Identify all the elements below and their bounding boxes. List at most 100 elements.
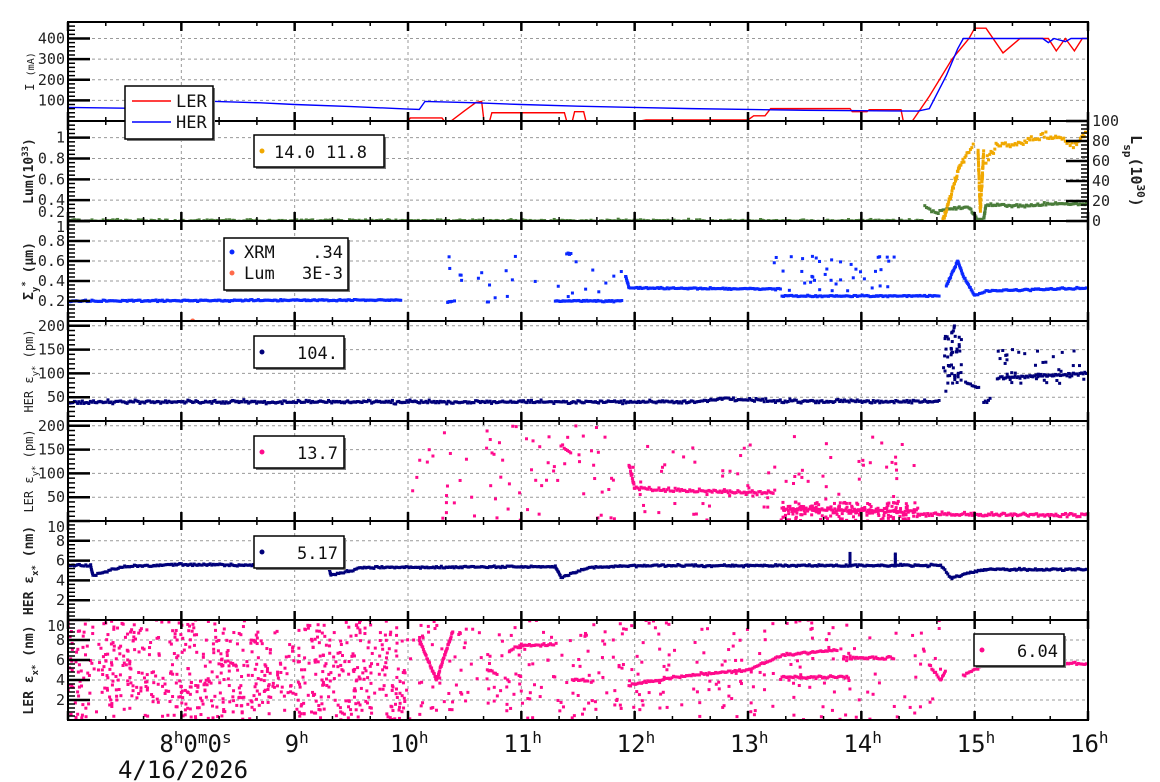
data-point xyxy=(198,679,202,683)
data-point xyxy=(863,564,867,568)
data-point xyxy=(883,400,887,404)
data-point xyxy=(1068,567,1072,571)
data-point xyxy=(893,563,897,567)
data-point xyxy=(488,438,492,442)
data-point xyxy=(817,563,821,567)
data-point xyxy=(245,218,249,221)
data-point xyxy=(1005,204,1009,208)
data-point xyxy=(389,401,393,405)
data-point xyxy=(854,518,858,521)
data-point xyxy=(877,513,881,517)
data-point xyxy=(528,400,532,404)
data-point xyxy=(398,705,402,709)
data-point xyxy=(599,565,603,569)
data-point xyxy=(314,672,318,676)
data-point xyxy=(265,667,269,671)
data-point xyxy=(850,504,854,508)
data-point xyxy=(709,397,713,401)
data-point xyxy=(468,565,472,569)
data-point xyxy=(885,502,889,506)
data-point xyxy=(376,400,380,404)
data-point xyxy=(1080,286,1084,290)
data-point xyxy=(561,443,565,447)
data-point xyxy=(1014,288,1018,292)
data-point xyxy=(903,563,907,567)
data-point xyxy=(1041,568,1045,572)
data-point xyxy=(113,567,117,571)
data-point xyxy=(485,399,489,403)
data-point xyxy=(123,635,127,639)
data-point xyxy=(1022,511,1026,515)
data-point xyxy=(646,444,650,448)
data-point xyxy=(796,507,800,511)
data-point xyxy=(601,400,605,404)
data-point xyxy=(100,571,104,575)
data-point xyxy=(806,564,810,568)
data-point xyxy=(135,298,139,302)
data-point xyxy=(336,651,340,655)
data-point xyxy=(144,684,148,688)
data-point xyxy=(586,566,590,570)
data-point xyxy=(825,649,829,653)
data-point xyxy=(986,398,990,402)
data-point xyxy=(764,661,768,665)
data-point xyxy=(770,491,774,495)
data-point xyxy=(673,675,677,679)
data-point xyxy=(214,628,218,632)
data-point xyxy=(179,685,183,689)
data-point xyxy=(1023,352,1027,356)
data-point xyxy=(976,154,980,158)
data-point xyxy=(391,298,395,302)
data-point xyxy=(833,648,837,652)
data-point xyxy=(637,564,641,568)
data-point xyxy=(148,646,152,650)
data-point xyxy=(852,293,856,297)
data-point xyxy=(246,702,250,706)
data-point xyxy=(280,218,284,221)
data-point xyxy=(662,400,666,404)
data-point xyxy=(475,565,479,569)
data-point xyxy=(798,400,802,404)
label-part: HER ε xyxy=(22,376,36,412)
data-point xyxy=(1054,567,1058,571)
data-point xyxy=(907,400,911,404)
data-point xyxy=(1052,514,1056,518)
data-point xyxy=(217,638,221,642)
data-point xyxy=(894,510,898,514)
data-point xyxy=(370,566,374,570)
data-point xyxy=(431,669,435,673)
data-point xyxy=(197,562,201,566)
data-point xyxy=(790,509,794,513)
data-point xyxy=(176,299,180,303)
data-point xyxy=(676,286,680,290)
data-point xyxy=(216,563,220,567)
data-point xyxy=(654,678,658,682)
data-point xyxy=(154,298,158,302)
data-point xyxy=(829,505,833,509)
data-point xyxy=(189,685,193,689)
data-point xyxy=(786,564,790,568)
data-point xyxy=(1056,287,1060,291)
data-point xyxy=(1005,375,1009,379)
data-point xyxy=(769,287,773,291)
data-point xyxy=(946,202,950,206)
data-point xyxy=(1033,137,1037,141)
data-point xyxy=(401,565,405,569)
data-point xyxy=(731,396,735,400)
data-point xyxy=(169,670,173,674)
data-point xyxy=(887,509,891,513)
data-point xyxy=(728,218,732,221)
data-point xyxy=(753,287,757,291)
data-point xyxy=(814,256,818,260)
data-point xyxy=(1080,371,1084,375)
data-point xyxy=(76,218,80,221)
data-point xyxy=(410,565,414,569)
data-point xyxy=(630,400,634,404)
data-point xyxy=(222,708,226,712)
data-point xyxy=(874,507,878,511)
data-point xyxy=(410,399,414,403)
data-point xyxy=(111,402,115,406)
data-point xyxy=(168,299,172,303)
data-point xyxy=(802,399,806,403)
data-point xyxy=(751,666,755,670)
